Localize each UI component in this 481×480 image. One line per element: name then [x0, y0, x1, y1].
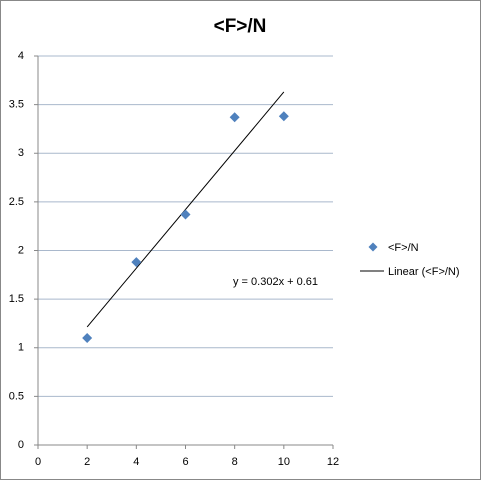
x-tick-label: 2 — [84, 456, 90, 468]
legend-label: Linear (<F>/N) — [388, 266, 460, 278]
trendline-equation: y = 0.302x + 0.61 — [233, 276, 318, 288]
x-tick-label: 6 — [182, 456, 188, 468]
x-tick-label: 4 — [133, 456, 139, 468]
chart-title: <F>/N — [214, 16, 267, 37]
y-tick-label: 3 — [18, 147, 24, 159]
y-tick-label: 0 — [18, 439, 24, 451]
x-tick-label: 8 — [232, 456, 238, 468]
y-tick-label: 3.5 — [9, 99, 24, 111]
y-tick-label: 1 — [18, 342, 24, 354]
point — [131, 257, 142, 268]
point — [229, 112, 240, 123]
y-tick-label: 4 — [18, 50, 24, 62]
point — [180, 209, 191, 220]
legend-marker — [368, 242, 378, 252]
trendline — [86, 91, 285, 328]
y-tick-label: 2 — [18, 244, 24, 256]
y-tick-label: 0.5 — [9, 390, 24, 402]
y-tick-label: 2.5 — [9, 196, 24, 208]
y-tick-label: 1.5 — [9, 293, 24, 305]
legend-label: <F>/N — [388, 242, 419, 254]
x-tick-label: 10 — [278, 456, 290, 468]
point — [82, 333, 93, 344]
point — [278, 111, 289, 122]
x-tick-label: 0 — [35, 456, 41, 468]
x-tick-label: 12 — [327, 456, 339, 468]
